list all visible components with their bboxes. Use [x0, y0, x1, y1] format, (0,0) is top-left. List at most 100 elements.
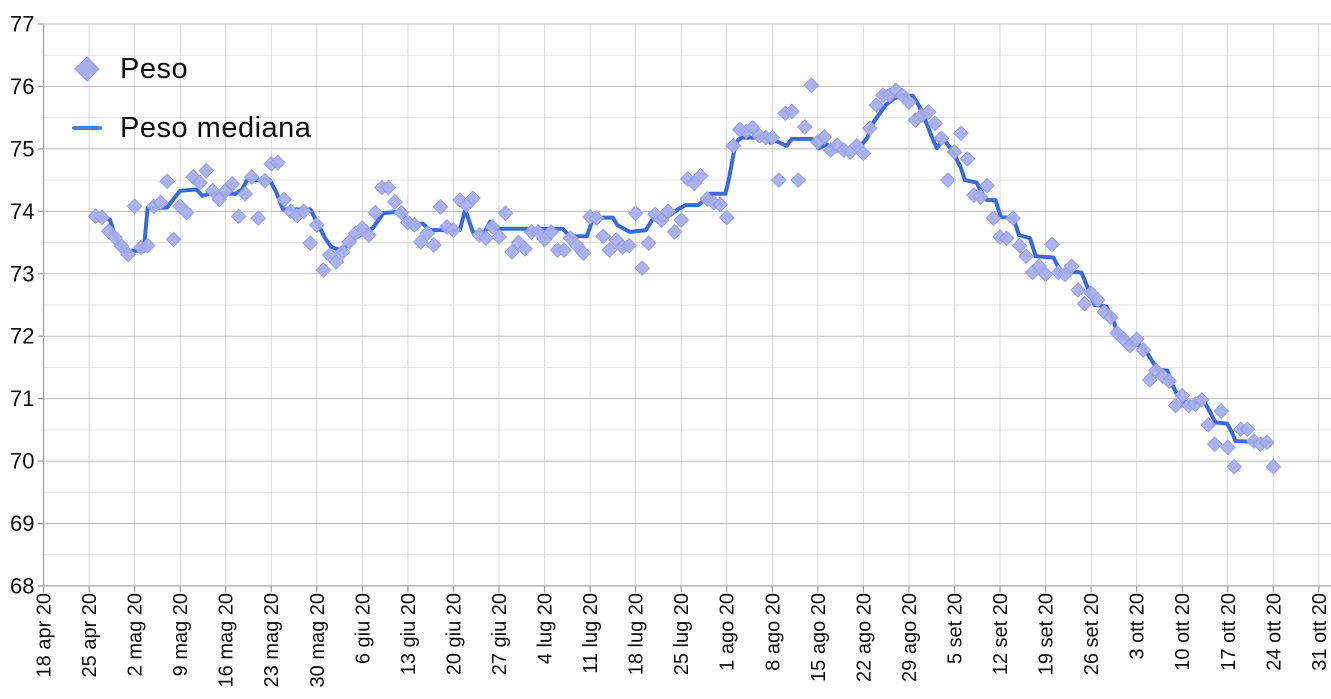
scatter-point-diamond	[1128, 331, 1145, 348]
scatter-point-diamond	[491, 229, 507, 245]
y-tick-label: 73	[10, 261, 34, 286]
scatter-point-diamond	[315, 262, 332, 278]
x-tick-label: 24 ott 20	[1263, 593, 1285, 671]
scatter-point-diamond	[341, 234, 358, 250]
y-tick-label: 76	[10, 74, 34, 99]
scatter-point-diamond	[269, 154, 286, 171]
x-tick-label: 18 apr 20	[34, 593, 56, 678]
scatter-point-diamond	[953, 125, 969, 142]
scatter-point-diamond	[159, 173, 176, 190]
scatter-point-diamond	[575, 245, 592, 262]
scatter-point-diamond	[888, 82, 904, 99]
scatter-point-diamond	[178, 204, 195, 221]
scatter-point-diamond	[601, 242, 618, 258]
scatter-point-diamond	[230, 208, 247, 225]
legend-swatch-box	[64, 126, 110, 130]
legend-label-peso-mediana: Peso mediana	[120, 111, 312, 144]
scatter-point-diamond	[465, 190, 481, 207]
scatter-point-diamond	[979, 177, 995, 194]
y-tick-label: 72	[10, 324, 34, 349]
scatter-point-diamond	[627, 205, 644, 222]
scatter-point-diamond	[927, 115, 943, 132]
scatter-point-diamond	[972, 189, 989, 205]
scatter-point-diamond	[1213, 403, 1230, 420]
scatter-point-diamond	[1239, 421, 1256, 438]
scatter-point-diamond	[1206, 436, 1223, 453]
x-tick-label: 18 lug 20	[626, 593, 648, 675]
scatter-point-diamond	[770, 172, 787, 189]
scatter-point-diamond	[406, 217, 423, 233]
scatter-point-diamond	[211, 191, 228, 208]
scatter-point-diamond	[94, 209, 110, 226]
scatter-point-diamond	[107, 229, 123, 246]
scatter-point-diamond	[861, 120, 878, 137]
scatter-point-diamond	[959, 150, 976, 167]
scatter-point-diamond	[185, 169, 202, 185]
x-tick-label: 1 ago 20	[717, 593, 739, 671]
scatter-point-diamond	[360, 227, 377, 243]
scatter-point-diamond	[198, 162, 215, 179]
scatter-point-diamond	[237, 185, 254, 202]
line-marker-icon	[72, 126, 102, 130]
y-tick-label: 75	[10, 136, 34, 161]
x-tick-label: 2 mag 20	[125, 593, 147, 676]
x-tick-label: 25 apr 20	[79, 593, 101, 678]
scatter-point-diamond	[504, 243, 520, 260]
scatter-point-diamond	[1219, 439, 1236, 456]
scatter-point-diamond	[803, 77, 820, 94]
scatter-point-diamond	[829, 137, 846, 154]
scatter-point-diamond	[1167, 397, 1184, 414]
scatter-point-diamond	[139, 237, 156, 254]
scatter-point-diamond	[478, 230, 494, 247]
x-tick-label: 20 giu 20	[443, 593, 465, 675]
scatter-point-diamond	[1200, 416, 1217, 433]
x-tick-label: 30 mag 20	[307, 593, 329, 688]
scatter-point-diamond	[556, 242, 572, 258]
scatter-point-diamond	[412, 234, 429, 250]
scatter-point-diamond	[855, 145, 872, 162]
legend-swatch-box	[64, 56, 110, 82]
legend-label-peso: Peso	[120, 52, 189, 85]
x-tick-label: 11 lug 20	[580, 593, 602, 674]
scatter-point-diamond	[1037, 266, 1054, 283]
scatter-point-diamond	[484, 219, 501, 235]
y-tick-label: 69	[10, 511, 34, 536]
scatter-point-diamond	[452, 192, 468, 208]
x-tick-label: 25 lug 20	[671, 593, 693, 675]
scatter-point-diamond	[790, 172, 807, 189]
scatter-point-diamond	[380, 179, 397, 196]
x-tick-label: 10 ott 20	[1172, 593, 1194, 671]
median-line-series	[102, 93, 1271, 445]
scatter-point-diamond	[946, 144, 963, 160]
scatter-point-diamond	[243, 169, 260, 185]
scatter-point-diamond	[302, 235, 319, 252]
scatter-point-diamond	[666, 224, 683, 240]
scatter-point-diamond	[276, 191, 293, 208]
scatter-point-diamond	[517, 240, 533, 257]
scatter-point-diamond	[1089, 292, 1106, 308]
scatter-point-diamond	[1076, 295, 1093, 312]
scatter-point-diamond	[985, 210, 1002, 227]
scatter-point-diamond	[204, 182, 221, 199]
x-tick-label: 5 set 20	[944, 593, 966, 664]
scatter-point-diamond	[1193, 391, 1210, 408]
diamond-marker-icon	[74, 56, 100, 82]
x-tick-label: 26 set 20	[1081, 593, 1103, 675]
scatter-point-diamond	[725, 137, 742, 154]
scatter-point-diamond	[588, 210, 605, 227]
scatter-point-diamond	[432, 199, 449, 215]
scatter-point-diamond	[1018, 248, 1034, 265]
scatter-point-diamond	[445, 222, 462, 238]
scatter-point-diamond	[1226, 458, 1243, 475]
x-tick-label: 29 ago 20	[899, 593, 921, 682]
scatter-point-diamond	[1063, 258, 1080, 275]
scatter-point-diamond	[998, 230, 1015, 247]
x-tick-label: 6 giu 20	[352, 593, 374, 664]
scatter-point-diamond	[126, 198, 143, 215]
scatter-point-diamond	[120, 246, 136, 263]
scatter-point-diamond	[933, 130, 950, 147]
scatter-point-diamond	[419, 225, 436, 242]
scatter-point-diamond	[673, 212, 690, 228]
